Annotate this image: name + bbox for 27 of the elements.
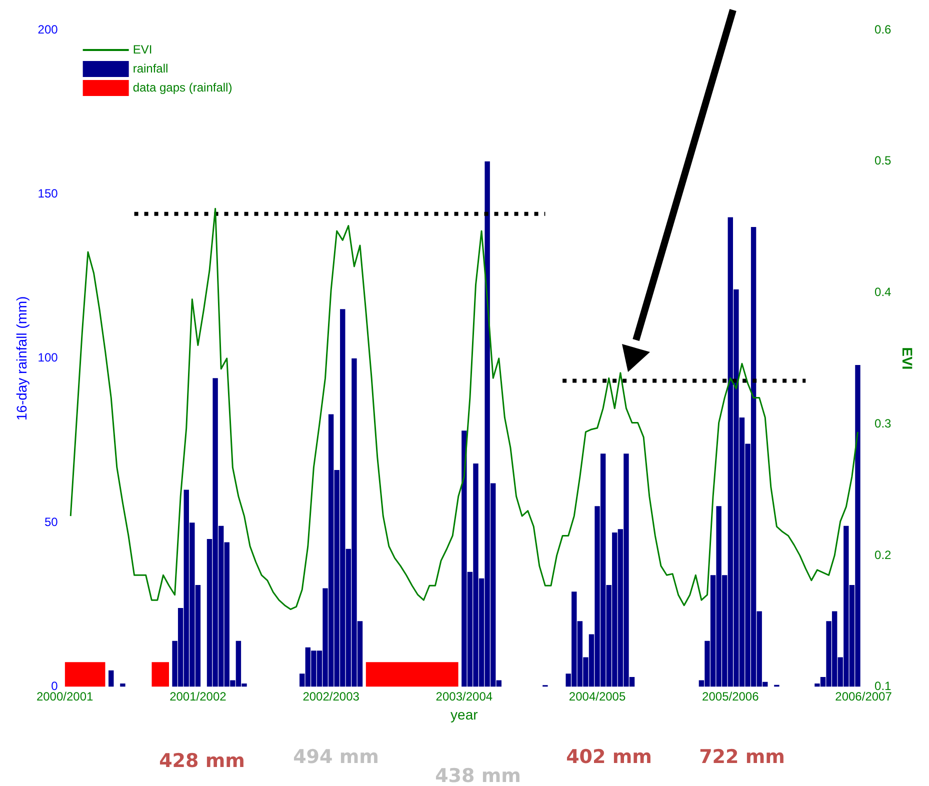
text: 428 mm	[159, 750, 245, 772]
y-tick-label: 100	[38, 350, 58, 365]
text: 402 mm	[566, 746, 652, 768]
bar	[120, 684, 126, 687]
y2-tick-label: 0.5	[874, 154, 892, 168]
y-tick-label: 150	[38, 186, 58, 201]
x-tick-label: 2003/2004	[436, 689, 493, 704]
y2-tick-label: 0.3	[874, 416, 892, 430]
legend-label: rainfall	[132, 61, 168, 76]
y2-tick-label: 0.6	[874, 22, 892, 36]
text: 438 mm	[435, 764, 521, 786]
y2-tick-label: 0.2	[874, 548, 892, 562]
x-tick-label: 2005/2006	[702, 689, 760, 704]
bar	[108, 670, 114, 687]
x-axis-title: year	[450, 706, 478, 722]
x-tick-label: 2004/2005	[568, 689, 626, 704]
legend-label: EVI	[132, 42, 152, 56]
y2-tick-label: 0.4	[874, 285, 892, 300]
y2-axis-title: EVI	[900, 347, 916, 370]
x-tick-label: 2001/2002	[170, 689, 227, 704]
legend-label: data gaps (rainfall)	[132, 80, 232, 94]
y-tick-label: 200	[38, 22, 58, 36]
y-axis-title: 16-day rainfall (mm)	[13, 296, 30, 421]
x-tick-label: 2002/2003	[302, 689, 360, 704]
text: 494 mm	[293, 746, 379, 768]
text: 722 mm	[699, 746, 785, 768]
y-tick-label: 50	[44, 514, 58, 529]
